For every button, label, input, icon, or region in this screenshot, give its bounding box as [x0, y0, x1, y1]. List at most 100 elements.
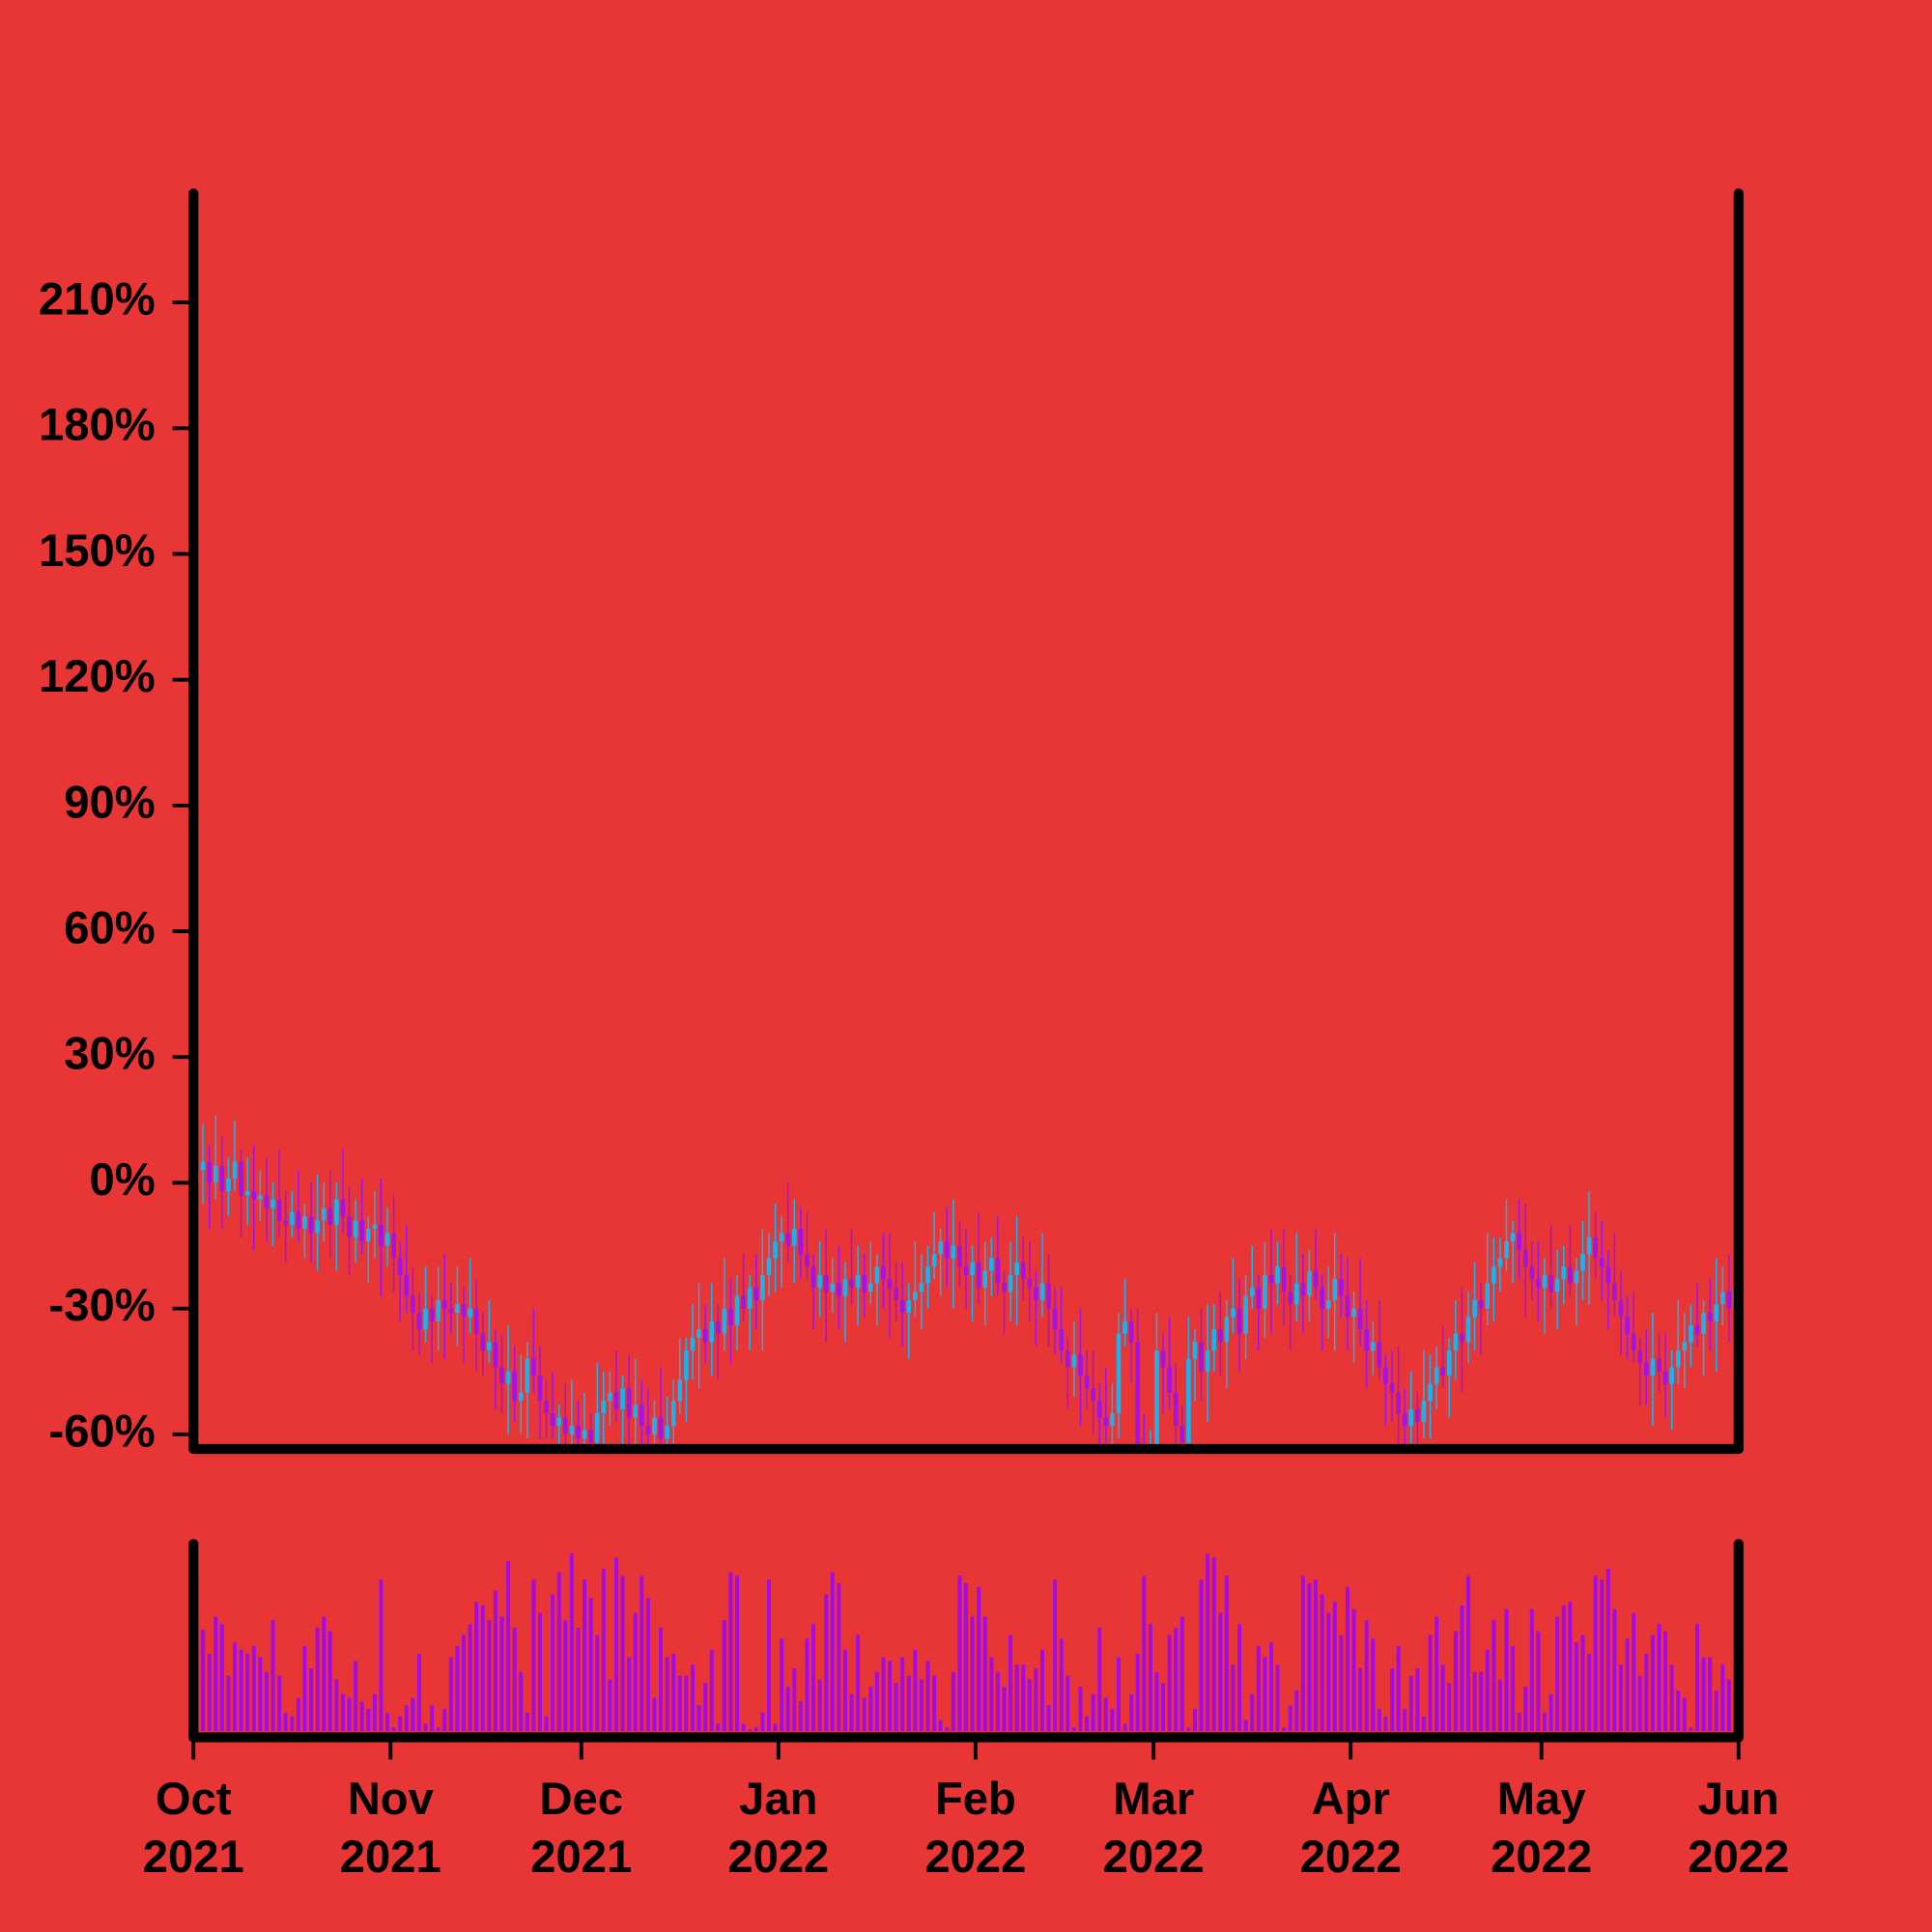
- candle-body: [1339, 1279, 1344, 1296]
- volume-bar: [1605, 1568, 1610, 1732]
- candle-body: [894, 1287, 898, 1300]
- volume-bar: [1612, 1608, 1617, 1732]
- volume-bar: [1192, 1709, 1197, 1732]
- volume-bar: [1726, 1679, 1731, 1732]
- candle-body: [448, 1308, 454, 1313]
- volume-bar: [1243, 1719, 1248, 1732]
- volume-bar: [1040, 1649, 1044, 1732]
- x-tick-label: Oct 2021: [143, 1775, 244, 1884]
- volume-bar: [1485, 1649, 1490, 1732]
- volume-bar: [620, 1576, 625, 1732]
- candle-body: [1599, 1258, 1605, 1267]
- volume-bar: [239, 1649, 243, 1732]
- candle-body: [1128, 1321, 1134, 1343]
- candle-body: [1561, 1266, 1567, 1280]
- volume-bar: [1027, 1679, 1032, 1732]
- candle-body: [1714, 1304, 1719, 1321]
- candle-body: [1243, 1295, 1248, 1334]
- volume-bar: [1644, 1653, 1649, 1732]
- volume-bars: [194, 1553, 1738, 1732]
- volume-bar: [856, 1634, 861, 1732]
- volume-bar: [283, 1712, 288, 1732]
- volume-bar: [213, 1616, 218, 1732]
- candle-body: [1364, 1329, 1369, 1351]
- candle-body: [1008, 1274, 1013, 1293]
- volume-bar: [1593, 1576, 1598, 1732]
- candle-body: [582, 1430, 587, 1439]
- volume-bar: [868, 1687, 873, 1732]
- candle-body: [1275, 1266, 1280, 1284]
- volume-bar: [1492, 1620, 1496, 1732]
- candle-body: [741, 1295, 746, 1309]
- volume-bar: [233, 1642, 238, 1732]
- volume-bar: [1669, 1664, 1674, 1732]
- volume-bar: [748, 1729, 753, 1732]
- x-tick-label-line: 2021: [143, 1832, 244, 1883]
- candle-body: [734, 1295, 740, 1325]
- volume-bar: [1548, 1693, 1553, 1732]
- volume-bar: [442, 1709, 447, 1732]
- candle-body: [620, 1388, 625, 1409]
- candle-body: [569, 1426, 575, 1435]
- volume-bar: [404, 1705, 409, 1732]
- volume-bar: [1453, 1631, 1458, 1732]
- candle-body: [867, 1283, 873, 1293]
- candle-body: [1529, 1266, 1535, 1280]
- candle-body: [264, 1195, 270, 1208]
- y-tick-label: 210%: [39, 274, 156, 326]
- x-tick-label-line: Nov: [348, 1775, 435, 1826]
- volume-bar: [741, 1723, 746, 1732]
- volume-bar: [970, 1616, 975, 1732]
- volume-bar: [493, 1590, 497, 1732]
- candle-body: [1014, 1262, 1019, 1275]
- candle-body: [1657, 1358, 1662, 1372]
- volume-bar: [696, 1705, 701, 1732]
- y-tick-label: 180%: [39, 400, 156, 451]
- volume-bar: [1568, 1602, 1573, 1732]
- candle-body: [1643, 1363, 1649, 1377]
- candle-body: [359, 1220, 364, 1242]
- volume-bar: [1415, 1668, 1420, 1732]
- volume-bar: [1021, 1664, 1026, 1732]
- y-tick-label: 120%: [39, 651, 156, 702]
- volume-bar: [684, 1675, 689, 1732]
- candle-body: [1492, 1266, 1496, 1284]
- y-tick-label: 90%: [64, 777, 155, 828]
- candle-body: [391, 1233, 396, 1259]
- volume-bar: [1002, 1687, 1007, 1732]
- candle-body: [1002, 1283, 1007, 1293]
- volume-bar: [576, 1627, 581, 1732]
- candle-body: [544, 1401, 549, 1414]
- volume-bar: [245, 1653, 250, 1732]
- candle-body: [1625, 1317, 1630, 1334]
- candle-body: [365, 1229, 371, 1242]
- volume-bar: [379, 1579, 384, 1732]
- candle-body: [1351, 1308, 1356, 1318]
- volume-bar: [1231, 1664, 1236, 1732]
- candle-body: [830, 1283, 836, 1293]
- candle-body: [753, 1287, 759, 1300]
- volume-bar: [1059, 1638, 1064, 1732]
- volume-bar: [1383, 1716, 1388, 1732]
- volume-bar: [1523, 1687, 1528, 1732]
- candle-body: [302, 1216, 307, 1230]
- volume-bar: [1263, 1657, 1267, 1732]
- candle-body: [1415, 1408, 1420, 1422]
- candle-body: [1300, 1283, 1306, 1296]
- candle-body: [1078, 1354, 1083, 1377]
- volume-bar: [1625, 1638, 1630, 1732]
- candle-body: [1719, 1292, 1725, 1305]
- volume-bar: [1116, 1657, 1121, 1732]
- volume-bar: [416, 1653, 421, 1732]
- candle-body: [397, 1258, 403, 1275]
- candle-body: [810, 1266, 816, 1288]
- volume-bar: [1447, 1683, 1452, 1732]
- candle-body: [1586, 1236, 1592, 1255]
- candle-body: [1249, 1287, 1255, 1296]
- volume-bar: [1529, 1608, 1534, 1732]
- volume-bar: [1268, 1642, 1273, 1732]
- volume-bar: [1224, 1576, 1229, 1732]
- volume-bar: [1371, 1638, 1376, 1732]
- volume-bar: [1421, 1716, 1426, 1732]
